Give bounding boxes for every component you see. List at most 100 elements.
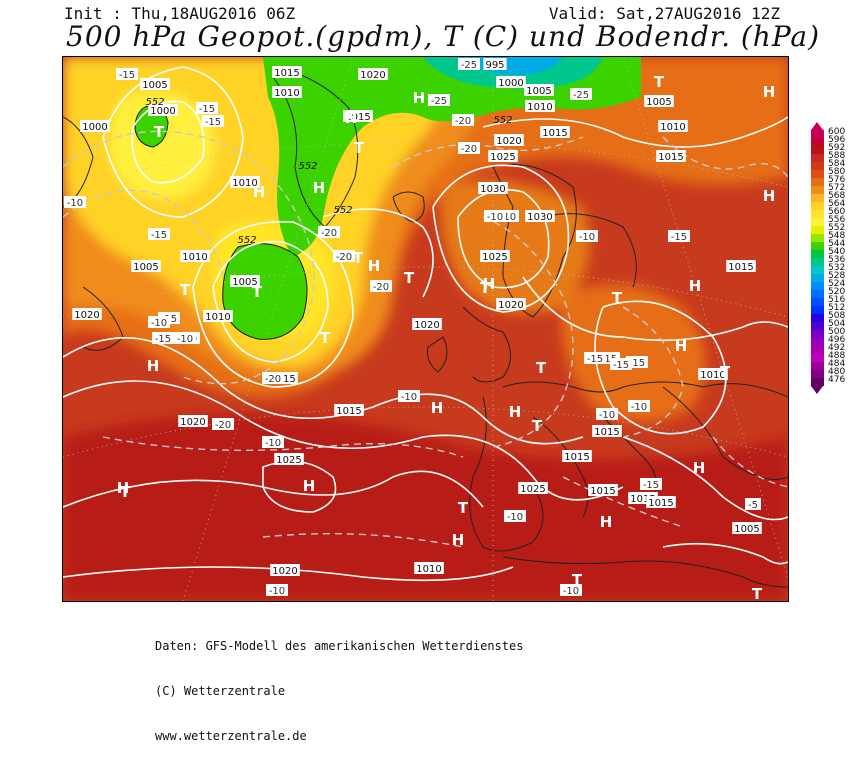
high-pressure-marker: H [303,477,316,495]
pressure-label: 1020 [496,298,526,311]
high-pressure-marker: H [675,337,688,355]
pressure-value: 1015 [728,262,753,273]
map-labels: 1015100510001010100010201015100599510001… [64,58,775,601]
pressure-value: 1020 [498,300,523,311]
temperature-value: -15 [613,360,629,371]
pressure-value: 1000 [498,78,523,89]
temperature-value: -10 [151,318,167,329]
pressure-value: 1030 [527,212,552,223]
temperature-label: -15 [202,115,224,128]
legend-swatch [811,242,824,250]
pressure-value: 1005 [232,277,257,288]
legend-label: 516 [828,295,846,305]
legend-swatch [811,346,824,354]
legend-label: 584 [828,159,846,169]
pressure-label: 995 [483,58,507,71]
pressure-label: 1015 [562,450,592,463]
temperature-value: -10 [177,334,193,345]
temperature-label: -10 [262,436,284,449]
high-pressure-marker: H [117,479,130,497]
pressure-label: 1020 [270,564,300,577]
legend-swatch [811,146,824,154]
temperature-value: -15 [199,104,215,115]
pressure-label: 1010 [203,310,233,323]
temperature-value: -20 [455,116,471,127]
temperature-value: -25 [431,96,447,107]
legend-swatch [811,218,824,226]
weather-map-canvas: 1015100510001010100010201015100599510001… [63,57,788,601]
pressure-label: 1025 [518,482,548,495]
temperature-label: -20 [458,142,480,155]
geopotential-label: 552 [333,205,352,216]
low-pressure-marker: T [252,283,263,301]
pressure-value: 1015 [345,112,370,123]
legend-swatch [811,178,824,186]
temperature-value: -10 [401,392,417,403]
temperature-label: -15 [640,478,662,491]
temperature-label: -20 [262,372,284,385]
legend-label: 572 [828,183,846,193]
init-time: Init : Thu,18AUG2016 06Z [64,4,296,23]
pressure-label: 1010 [230,176,260,189]
high-pressure-marker: H [431,399,444,417]
pressure-label: 1020 [72,308,102,321]
pressure-label: 1005 [732,522,762,535]
high-pressure-marker: H [147,357,160,375]
legend-swatch [811,266,824,274]
pressure-label: 1015 [592,425,622,438]
pressure-value: 1030 [480,184,505,195]
temperature-value: -10 [269,586,285,597]
temperature-value: -15 [671,232,687,243]
temperature-value: -20 [336,252,352,263]
pressure-value: 1015 [590,486,615,497]
pressure-label: 1020 [494,134,524,147]
temperature-label: -10 [64,196,86,209]
temperature-value: -10 [265,438,281,449]
temperature-value: -20 [265,374,281,385]
legend-swatch [811,194,824,202]
legend-swatch [811,170,824,178]
map-title: 500 hPa Geopot.(gpdm), T (C) und Bodendr… [66,20,821,53]
temperature-value: -15 [629,358,645,369]
pressure-value: 1020 [496,136,521,147]
pressure-label: 1025 [274,453,304,466]
pressure-label: 1025 [480,250,510,263]
legend-swatch [811,210,824,218]
high-pressure-marker: H [413,89,426,107]
temperature-label: -20 [212,418,234,431]
legend-swatch [811,378,824,386]
legend-swatch [811,290,824,298]
legend-label: 556 [828,215,846,225]
pressure-value: 1005 [734,524,759,535]
pressure-value: 1010 [700,370,725,381]
temperature-value: -10 [599,410,615,421]
legend-label: 548 [828,231,846,241]
legend-label: 476 [828,375,846,385]
pressure-value: 1020 [414,320,439,331]
pressure-label: 1000 [496,76,526,89]
legend-label: 520 [828,287,846,297]
low-pressure-marker: T [572,571,583,589]
pressure-value: 1020 [360,70,385,81]
temperature-value: -15 [151,230,167,241]
pressure-value: 1005 [142,80,167,91]
footer-data-source: Daten: GFS-Modell des amerikanischen Wet… [155,639,524,653]
legend-swatch [811,274,824,282]
isotherms [63,130,788,548]
low-pressure-marker: T [752,585,763,601]
high-pressure-marker: H [509,403,522,421]
legend-top-arrow [811,122,823,130]
pressure-value: 1010 [232,178,257,189]
pressure-label: 1015 [343,110,373,123]
legend-swatch [811,258,824,266]
low-pressure-marker: T [320,329,331,347]
legend-swatch [811,226,824,234]
footer: Daten: GFS-Modell des amerikanischen Wet… [155,609,523,759]
pressure-value: 1005 [526,86,551,97]
footer-website[interactable]: www.wetterzentrale.de [155,729,307,743]
pressure-label: 1015 [272,66,302,79]
pressure-value: 1015 [274,68,299,79]
temperature-label: -5 [745,498,761,511]
low-pressure-marker: T [480,279,491,297]
temperature-label: -10 [504,510,526,523]
